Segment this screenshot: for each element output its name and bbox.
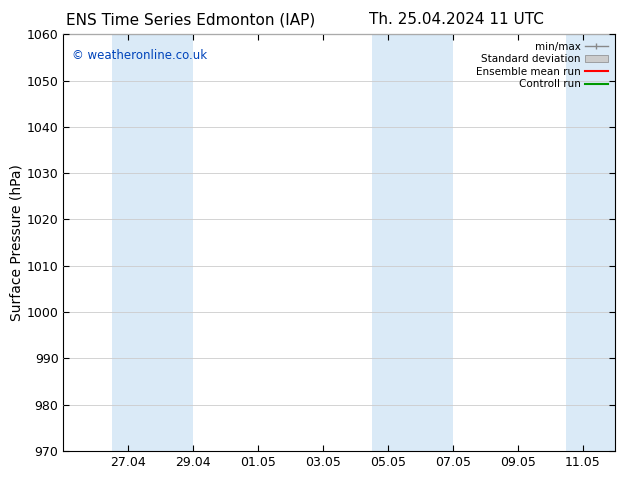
Y-axis label: Surface Pressure (hPa): Surface Pressure (hPa) [10, 164, 24, 321]
Bar [112, 34, 193, 451]
Bar [566, 34, 615, 451]
Text: © weatheronline.co.uk: © weatheronline.co.uk [72, 49, 207, 62]
Legend: min/max, Standard deviation, Ensemble mean run, Controll run: min/max, Standard deviation, Ensemble me… [474, 40, 610, 92]
Text: ENS Time Series Edmonton (IAP): ENS Time Series Edmonton (IAP) [65, 12, 315, 27]
Text: Th. 25.04.2024 11 UTC: Th. 25.04.2024 11 UTC [369, 12, 544, 27]
Bar [372, 34, 453, 451]
